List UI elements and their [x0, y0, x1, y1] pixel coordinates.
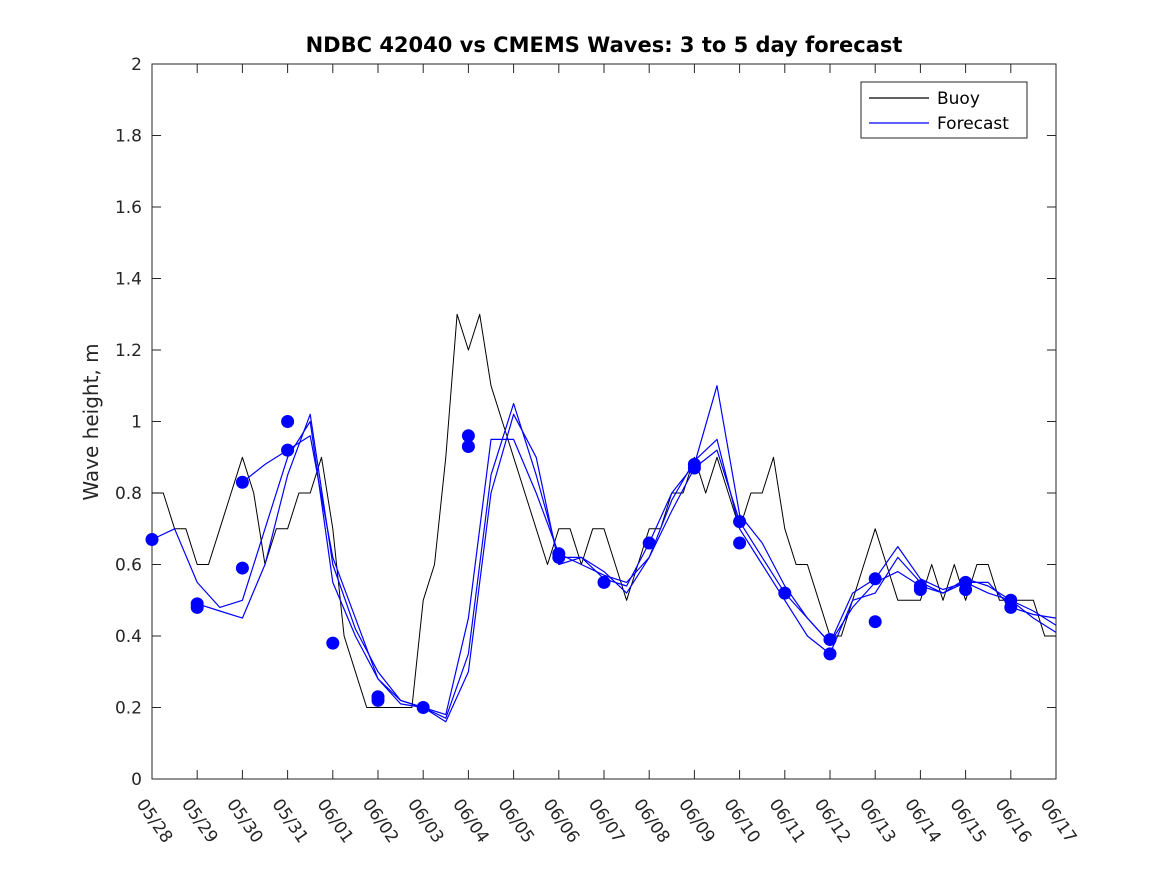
x-tick-label: 05/30 — [222, 795, 266, 847]
forecast-marker — [868, 572, 882, 586]
forecast-marker — [1004, 600, 1018, 614]
forecast-marker — [461, 429, 475, 443]
y-axis-label: Wave height, m — [79, 343, 103, 500]
forecast-marker — [281, 415, 295, 428]
legend-box — [860, 81, 1028, 139]
chart-title: NDBC 42040 vs CMEMS Waves: 3 to 5 day fo… — [306, 33, 903, 57]
x-tick-label: 05/28 — [132, 795, 176, 847]
x-tick-label: 06/08 — [629, 795, 673, 847]
y-tick-label: 0.8 — [115, 484, 142, 504]
y-tick-label: 1.6 — [115, 198, 142, 218]
x-tick-label: 06/09 — [674, 795, 718, 847]
y-tick-label: 2 — [131, 55, 142, 75]
y-tick-label: 0 — [131, 770, 142, 790]
forecast-marker — [416, 701, 430, 714]
x-tick-label: 06/07 — [584, 795, 628, 847]
forecast-marker — [823, 633, 837, 647]
forecast-marker — [326, 636, 340, 650]
x-tick-label: 06/06 — [539, 795, 583, 847]
forecast-marker — [235, 475, 249, 489]
forecast-marker — [733, 515, 747, 529]
forecast-marker — [642, 536, 656, 550]
y-tick-label: 1.8 — [115, 127, 142, 147]
forecast-marker — [687, 461, 701, 475]
y-tick-label: 0.4 — [115, 627, 142, 647]
x-tick-label: 06/15 — [946, 795, 990, 847]
legend-label: Forecast — [937, 114, 1009, 134]
forecast-marker — [597, 575, 611, 589]
x-tick-label: 06/02 — [358, 795, 402, 847]
x-tick-label: 05/31 — [268, 795, 312, 847]
forecast-marker — [371, 693, 385, 707]
y-tick-label: 0.2 — [115, 699, 142, 719]
forecast-marker — [552, 550, 566, 564]
x-tick-label: 06/10 — [720, 795, 764, 847]
axes-box — [151, 63, 1057, 780]
forecast-marker — [145, 532, 159, 546]
x-tick-label: 06/14 — [900, 795, 944, 847]
x-tick-label: 06/03 — [403, 795, 447, 847]
forecast-marker — [733, 536, 747, 550]
x-tick-label: 06/01 — [313, 795, 357, 847]
y-tick-label: 0.6 — [115, 556, 142, 576]
forecast-marker — [281, 443, 295, 457]
x-tick-label: 05/29 — [177, 795, 221, 847]
forecast-marker — [913, 583, 927, 597]
forecast-marker — [823, 647, 837, 661]
forecast-marker — [868, 615, 882, 629]
x-tick-label: 06/16 — [991, 795, 1035, 847]
x-tick-label: 06/05 — [494, 795, 538, 847]
x-tick-label: 06/17 — [1036, 795, 1080, 847]
forecast-marker — [461, 440, 475, 454]
y-tick-label: 1 — [131, 413, 142, 433]
x-tick-label: 06/04 — [448, 795, 492, 847]
legend: Buoy Forecast — [860, 81, 1028, 139]
y-tick-label: 1.2 — [115, 341, 142, 361]
plot-area: 05/28 05/29 05/30 05/31 06/01 06/02 06/03 06/04… — [115, 55, 1080, 847]
x-tick-label: 06/12 — [810, 795, 854, 847]
forecast-marker — [959, 583, 973, 597]
buoy-series-line — [152, 313, 1056, 708]
x-tick-label: 06/13 — [855, 795, 899, 847]
y-tick-label: 1.4 — [115, 270, 142, 290]
forecast-marker — [235, 561, 249, 575]
forecast-marker — [778, 586, 792, 600]
forecast-marker — [190, 600, 204, 614]
legend-label: Buoy — [937, 89, 980, 109]
x-tick-label: 06/11 — [765, 795, 809, 847]
forecast-series-line-2 — [197, 403, 1057, 719]
